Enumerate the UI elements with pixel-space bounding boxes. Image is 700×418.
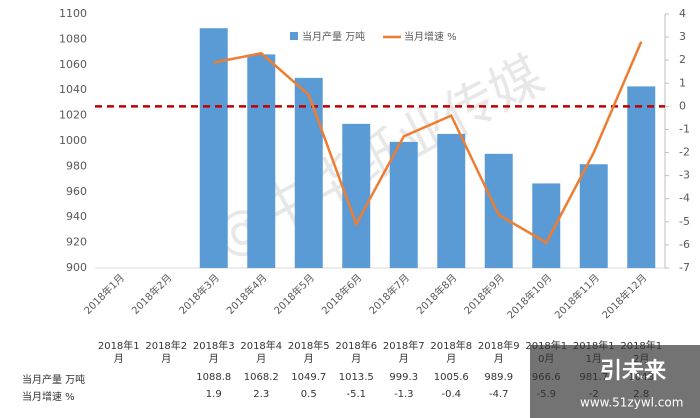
legend-label: 当月增速 %: [404, 30, 457, 43]
bar: [627, 86, 656, 268]
table-cell: -0.4: [441, 389, 461, 400]
x-tick-label: 2018年6月: [319, 271, 365, 317]
table-cell: 0.5: [300, 389, 317, 400]
table-cell: 966.6: [531, 372, 561, 383]
y2-tick-label: -6: [679, 238, 690, 251]
y-tick-label: 900: [66, 261, 87, 274]
table-header: 2018年6月: [335, 341, 378, 365]
x-tick-label: 2018年11月: [552, 271, 602, 321]
table-header: 2018年5月: [287, 341, 330, 365]
y2-tick-label: -5: [679, 215, 690, 228]
logo-text: 引未来: [600, 359, 667, 384]
bar: [389, 141, 418, 268]
y-tick-label: 1060: [59, 58, 87, 71]
table-row-label: 当月产量 万吨: [22, 375, 86, 386]
logo-box: [530, 345, 700, 418]
x-tick-label: 2018年5月: [271, 271, 317, 317]
x-tick-label: 2018年7月: [366, 271, 412, 317]
x-tick-label: 2018年4月: [224, 271, 270, 317]
table-cell: 2.8: [633, 389, 650, 400]
y2-tick-label: -3: [679, 169, 690, 182]
bar: [484, 153, 513, 268]
table-cell: 1049.7: [291, 372, 327, 383]
table-cell: 1043: [628, 372, 654, 383]
table-header: 2018年9月: [477, 341, 520, 365]
bar: [199, 28, 228, 269]
y-tick-label: 960: [66, 185, 87, 198]
bar: [437, 133, 466, 268]
table-cell: -5.9: [536, 389, 556, 400]
bar: [247, 54, 276, 268]
table-row-label: 当月增速 %: [22, 392, 75, 403]
table-header: 2018年1月: [97, 341, 140, 365]
table-header: 2018年7月: [382, 341, 425, 365]
y2-tick-label: -2: [679, 146, 690, 159]
table-header: 2018年10月: [525, 341, 568, 365]
y2-tick-label: 1: [679, 76, 686, 89]
table-header: 2018年2月: [145, 341, 188, 365]
y-tick-label: 1100: [59, 7, 87, 20]
x-tick-label: 2018年9月: [461, 271, 507, 317]
table-header: 2018年4月: [240, 341, 283, 365]
table-header: 2018年12月: [620, 341, 663, 365]
y-tick-label: 940: [66, 210, 87, 223]
y2-tick-label: -7: [679, 261, 690, 274]
logo-url: www.51zywl.com: [580, 396, 683, 410]
x-tick-label: 2018年8月: [414, 271, 460, 317]
table-cell: 989.9: [484, 372, 514, 383]
y-tick-label: 980: [66, 159, 87, 172]
table-header: 2018年11月: [572, 341, 615, 365]
table-cell: 1013.5: [338, 372, 374, 383]
table-cell: 1088.8: [196, 372, 232, 383]
bar: [294, 77, 323, 268]
x-tick-label: 2018年3月: [176, 271, 222, 317]
line: [213, 41, 643, 245]
x-tick-label: 2018年1月: [81, 271, 127, 317]
table-cell: 1068.2: [243, 372, 279, 383]
table-cell: -2: [588, 389, 599, 400]
y2-tick-label: 3: [679, 30, 686, 43]
table-cell: 2.3: [253, 389, 270, 400]
y2-tick-label: 0: [679, 99, 686, 112]
y-tick-label: 1020: [59, 109, 87, 122]
table-cell: -4.7: [488, 389, 509, 400]
y-tick-label: 1000: [59, 134, 87, 147]
x-tick-label: 2018年12月: [599, 271, 649, 321]
table-cell: 1.9: [205, 389, 222, 400]
y2-tick-label: 2: [679, 53, 686, 66]
table-cell: -5.1: [346, 389, 366, 400]
table-cell: 999.3: [389, 372, 419, 383]
x-tick-label: 2018年10月: [504, 271, 554, 321]
legend-swatch: [290, 32, 298, 40]
y-tick-label: 1080: [59, 32, 87, 45]
y2-tick-label: -4: [679, 192, 690, 205]
table-cell: -1.3: [393, 389, 414, 400]
x-tick-label: 2018年2月: [129, 271, 175, 317]
table-cell: 981.7: [579, 372, 609, 383]
y-tick-label: 1040: [59, 83, 87, 96]
table-header: 2018年3月: [192, 341, 235, 365]
y2-tick-label: 4: [679, 7, 686, 20]
bar: [579, 164, 608, 268]
table-header: 2018年8月: [430, 341, 473, 365]
table-cell: 1005.6: [433, 372, 469, 383]
y2-tick-label: -1: [679, 122, 690, 135]
y-tick-label: 920: [66, 236, 87, 249]
legend-label: 当月产量 万吨: [302, 30, 365, 43]
